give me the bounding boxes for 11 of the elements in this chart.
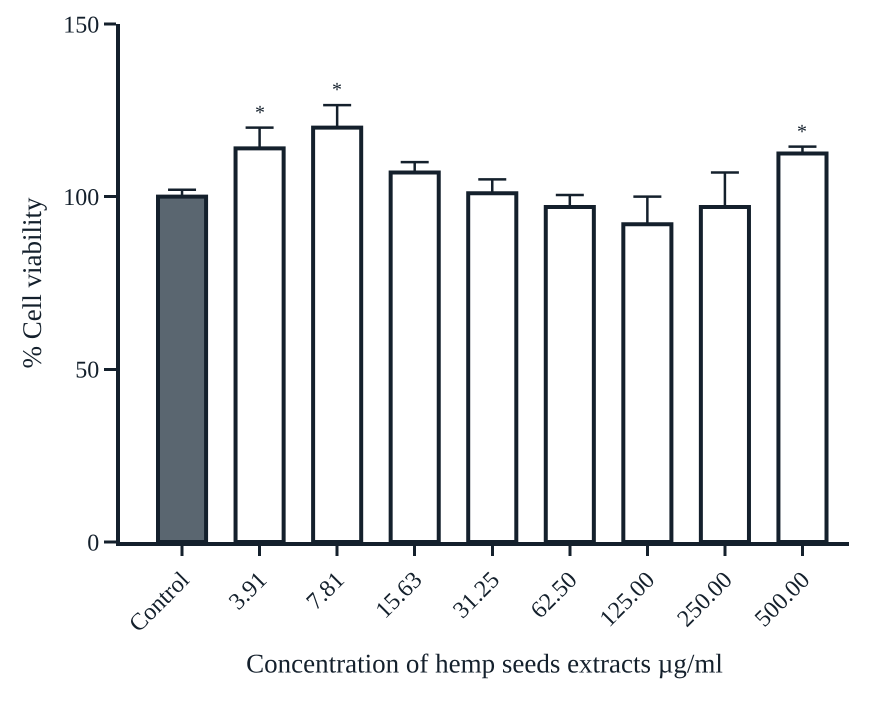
- x-tick-label: 7.81: [302, 567, 350, 616]
- y-tick-label: 50: [75, 358, 100, 384]
- y-tick-label: 0: [87, 530, 100, 556]
- x-axis-title: Concentration of hemp seeds extracts µg/ml: [246, 648, 723, 678]
- annotation: *: [255, 102, 265, 124]
- y-tick-label: 100: [63, 185, 100, 212]
- annotation: *: [797, 121, 807, 143]
- y-tick-label: 150: [63, 12, 100, 38]
- annotation: *: [332, 79, 342, 101]
- x-tick-label: 3.91: [224, 567, 272, 616]
- y-axis-title: % Cell viability: [16, 197, 47, 368]
